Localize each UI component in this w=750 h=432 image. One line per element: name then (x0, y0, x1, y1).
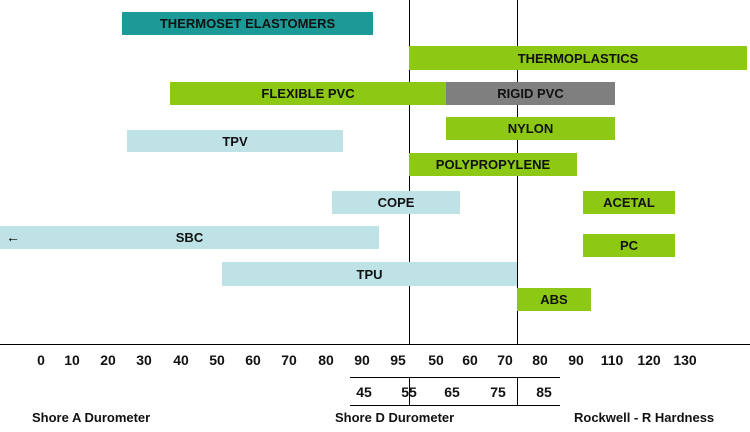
left-arrow-icon: ← (6, 229, 20, 245)
tick-label: 60 (462, 352, 478, 368)
shore-d-bracket-divider (517, 377, 518, 405)
shore-d-bracket-line (350, 377, 560, 378)
bar-thermoplastics: THERMOPLASTICS (409, 46, 747, 70)
tick-label: 20 (100, 352, 116, 368)
axis-baseline (0, 344, 750, 345)
tick-label: 130 (673, 352, 697, 368)
tick-label: 90 (568, 352, 584, 368)
label-shore-d-durometer: Shore D Durometer (335, 410, 455, 425)
label-rockwell-r-hardness: Rockwell - R Hardness (574, 410, 715, 425)
shore-d-tick-label: 75 (490, 384, 506, 400)
tick-label: 95 (390, 352, 406, 368)
shore-d-tick-label: 45 (356, 384, 372, 400)
shore-d-bracket-divider (409, 377, 410, 405)
tick-label: 80 (532, 352, 548, 368)
bar-rigid-pvc: RIGID PVC (446, 82, 615, 105)
bar-abs: ABS (517, 288, 591, 311)
bar-thermoset-elastomers: THERMOSET ELASTOMERS (122, 12, 373, 35)
tick-label: 40 (173, 352, 189, 368)
shore-d-tick-label: 55 (401, 384, 417, 400)
bar-pc: PC (583, 234, 675, 257)
bar-tpu: TPU (222, 262, 517, 286)
tick-label: 50 (428, 352, 444, 368)
tick-label: 60 (245, 352, 261, 368)
tick-label: 0 (37, 352, 45, 368)
tick-label: 50 (209, 352, 225, 368)
bar-flexible-pvc: FLEXIBLE PVC (170, 82, 446, 105)
tick-label: 30 (136, 352, 152, 368)
tick-label: 110 (600, 352, 624, 368)
tick-label: 90 (354, 352, 370, 368)
bar-sbc: SBC (0, 226, 379, 249)
shore-d-tick-label: 85 (536, 384, 552, 400)
bar-tpv: TPV (127, 130, 343, 152)
bar-acetal: ACETAL (583, 191, 675, 214)
tick-label: 70 (497, 352, 513, 368)
shore-d-tick-label: 65 (444, 384, 460, 400)
shore-d-bracket-line-bottom (350, 405, 560, 406)
tick-label: 10 (64, 352, 80, 368)
tick-label: 80 (318, 352, 334, 368)
bar-nylon: NYLON (446, 117, 615, 140)
tick-label: 120 (637, 352, 661, 368)
label-shore-a-durometer: Shore A Durometer (32, 410, 151, 425)
tick-label: 70 (281, 352, 297, 368)
bar-cope: COPE (332, 191, 460, 214)
bar-polypropylene: POLYPROPYLENE (409, 153, 577, 176)
